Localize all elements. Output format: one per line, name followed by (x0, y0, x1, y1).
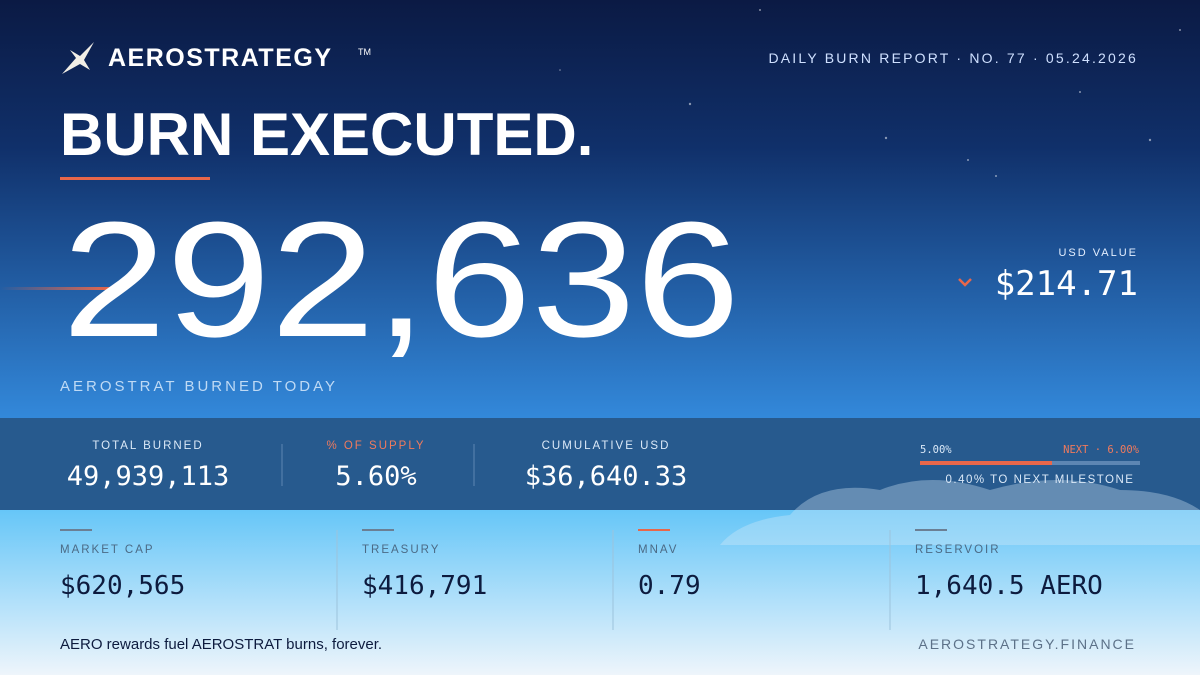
metric-label: TREASURY (362, 544, 440, 556)
metric-label: MARKET CAP (60, 544, 155, 556)
stars (559, 9, 1181, 177)
down-chevron (958, 278, 972, 287)
metric-value: $416,791 (362, 571, 487, 601)
sky (0, 0, 1200, 420)
progress-min: 5.00% (920, 444, 952, 456)
accent (362, 529, 394, 531)
stat-value: $36,640.33 (525, 461, 688, 492)
stat-label: CUMULATIVE USD (542, 440, 671, 452)
metric-label: MNAV (638, 544, 678, 556)
burn-caption: AEROSTRAT BURNED TODAY (60, 378, 338, 395)
tagline: AERO rewards fuel AEROSTRAT burns, forev… (60, 636, 382, 653)
accent (915, 529, 947, 531)
site: AEROSTRATEGY.FINANCE (918, 636, 1136, 652)
headline: BURN EXECUTED. (60, 101, 593, 168)
metrics: MARKET CAP $620,565 TREASURY $416,791 MN… (60, 529, 1103, 630)
accent (638, 529, 670, 531)
stat-label: % OF SUPPLY (326, 440, 425, 452)
brand: AEROSTRATEGY (108, 44, 333, 72)
progress-note: 0.40% TO NEXT MILESTONE (946, 474, 1135, 486)
accent (60, 529, 92, 531)
stats: TOTAL BURNED 49,939,113 % OF SUPPLY 5.60… (67, 440, 688, 492)
stat-value: 5.60% (335, 461, 416, 492)
usd-label: USD VALUE (1058, 247, 1138, 259)
burn-amount: 292,636 (62, 188, 740, 371)
lower-panel (0, 510, 1200, 675)
metric-label: RESERVOIR (915, 544, 1001, 556)
metric-value: $620,565 (60, 571, 185, 601)
metric-value: 1,640.5 AERO (915, 571, 1103, 601)
cloud (720, 480, 1200, 545)
progress-max: NEXT · 6.00% (1063, 444, 1140, 456)
progress-fill (920, 461, 1052, 465)
milestone-progress: 5.00% NEXT · 6.00% 0.40% TO NEXT MILESTO… (920, 444, 1140, 486)
underline (60, 177, 210, 180)
metric-value: 0.79 (638, 571, 701, 601)
stat-label: TOTAL BURNED (92, 440, 203, 452)
streak (0, 287, 110, 290)
stat-value: 49,939,113 (67, 461, 230, 492)
logo-star (62, 42, 94, 74)
report-line: DAILY BURN REPORT · NO. 77 · 05.24.2026 (768, 50, 1138, 66)
usd-value: $214.71 (995, 264, 1138, 304)
trademark: TM (358, 47, 371, 57)
